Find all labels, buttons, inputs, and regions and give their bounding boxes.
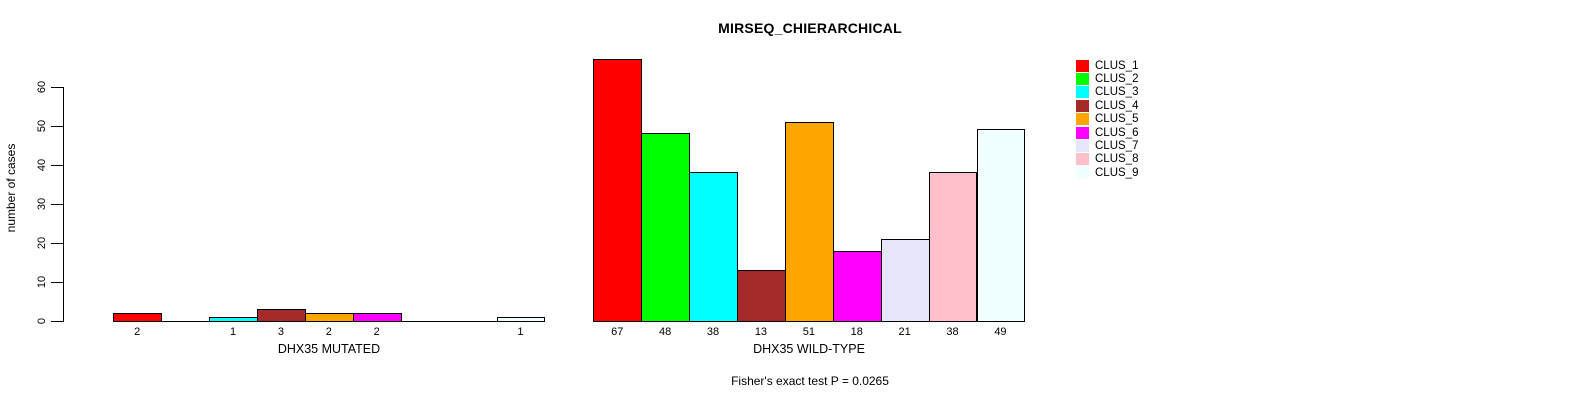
bar-clus_7 <box>880 239 930 322</box>
pvalue-annotation: Fisher's exact test P = 0.0265 <box>731 374 889 388</box>
legend-item-clus_7: CLUS_7 <box>1076 139 1139 153</box>
bar-clus_4 <box>257 309 306 322</box>
y-axis-tick <box>51 321 63 322</box>
y-axis-tick <box>51 203 63 205</box>
bar-clus_6 <box>352 313 402 322</box>
y-axis-tick-label: 0 <box>36 317 48 325</box>
legend-label: CLUS_2 <box>1095 73 1139 86</box>
bar-clus_5 <box>304 313 354 322</box>
bar-clus_1 <box>113 313 163 322</box>
legend-label: CLUS_1 <box>1095 59 1139 72</box>
bar-value-label: 1 <box>517 326 524 338</box>
bar-value-label: 13 <box>754 326 768 338</box>
legend-swatch-clus_4 <box>1076 99 1089 112</box>
y-axis-label: number of cases <box>4 143 18 233</box>
bar-clus_5 <box>784 122 834 322</box>
bar-value-label: 49 <box>994 326 1007 338</box>
bar-value-label: 3 <box>277 326 284 338</box>
bar-clus_1 <box>593 59 643 322</box>
legend-swatch-clus_2 <box>1076 73 1089 86</box>
bar-value-label: 2 <box>325 326 332 338</box>
bar-clus_6 <box>832 251 882 322</box>
y-axis-tick-label: 40 <box>36 158 48 171</box>
legend-item-clus_2: CLUS_2 <box>1076 72 1139 86</box>
legend-label: CLUS_7 <box>1095 140 1139 153</box>
y-axis-tick-label: 20 <box>36 236 48 249</box>
y-axis-tick-label: 10 <box>36 275 48 289</box>
y-axis-tick <box>51 242 63 244</box>
bar-value-label: 48 <box>659 326 672 338</box>
bar-clus_2 <box>641 133 691 322</box>
legend-label: CLUS_3 <box>1095 86 1139 99</box>
legend: CLUS_1 CLUS_2 CLUS_3 CLUS_4 CLUS_5 CLUS_6 CLUS… <box>1076 59 1138 180</box>
bar-value-label: 2 <box>134 326 141 338</box>
legend-item-clus_5: CLUS_5 <box>1076 113 1138 126</box>
y-axis-tick-label: 60 <box>36 80 48 93</box>
bar-clus_4 <box>737 270 786 322</box>
legend-label: CLUS_4 <box>1095 99 1139 112</box>
legend-swatch-clus_9 <box>1076 166 1089 179</box>
chart-title: MIRSEQ_CHIERARCHICAL <box>718 20 902 36</box>
legend-label: CLUS_6 <box>1095 126 1139 139</box>
y-axis-tick <box>51 164 63 166</box>
legend-item-clus_6: CLUS_6 <box>1076 126 1138 139</box>
x-axis-group-label-wildtype: DHX35 WILD-TYPE <box>753 342 865 356</box>
legend-label: CLUS_8 <box>1095 153 1139 166</box>
bar-value-label: 1 <box>229 326 237 338</box>
y-axis-line <box>63 87 64 322</box>
legend-item-clus_8: CLUS_8 <box>1076 153 1138 166</box>
y-axis-tick <box>51 86 63 88</box>
legend-item-clus_1: CLUS_1 <box>1076 59 1138 72</box>
legend-swatch-clus_8 <box>1076 153 1089 166</box>
bar-value-label: 67 <box>611 326 624 338</box>
legend-label: CLUS_9 <box>1095 166 1139 179</box>
legend-swatch-clus_1 <box>1076 59 1089 72</box>
legend-swatch-clus_6 <box>1076 126 1089 139</box>
bar-value-label: 2 <box>373 326 380 338</box>
legend-item-clus_4: CLUS_4 <box>1076 99 1138 112</box>
bar-value-label: 38 <box>706 326 720 338</box>
bar-clus_3 <box>689 172 738 322</box>
legend-swatch-clus_7 <box>1076 140 1089 153</box>
bar-value-label: 51 <box>802 326 815 338</box>
bar-value-label: 21 <box>898 326 911 338</box>
legend-item-clus_3: CLUS_3 <box>1076 86 1138 99</box>
legend-item-clus_9: CLUS_9 <box>1076 166 1138 179</box>
bar-value-label: 18 <box>850 326 863 338</box>
legend-label: CLUS_5 <box>1095 113 1139 126</box>
x-axis-group-label-mutated: DHX35 MUTATED <box>277 342 381 356</box>
bar-clus_3 <box>209 317 258 322</box>
y-axis-tick <box>51 125 63 127</box>
bar-clus_9 <box>496 317 546 322</box>
bar-clus_8 <box>928 172 978 322</box>
bar-clus_9 <box>976 129 1026 322</box>
y-axis-tick-label: 30 <box>36 197 48 210</box>
y-axis-tick <box>51 281 63 283</box>
bar-value-label: 38 <box>946 326 959 338</box>
y-axis-tick-label: 50 <box>36 119 48 132</box>
legend-swatch-clus_5 <box>1076 113 1089 126</box>
legend-swatch-clus_3 <box>1076 86 1089 99</box>
